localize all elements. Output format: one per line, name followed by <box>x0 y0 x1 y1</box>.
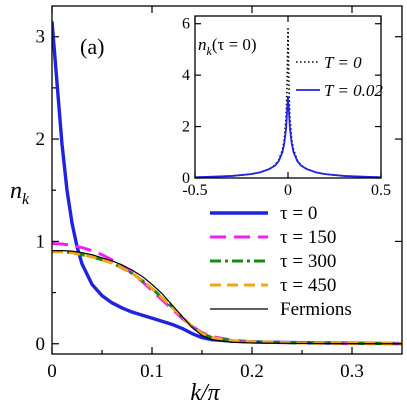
inset-legend: T = 0 T = 0.02 <box>296 53 383 100</box>
x-tick-label: 0.2 <box>240 361 264 382</box>
inset-y-tick-label: 6 <box>182 16 190 33</box>
y-tick-label: 3 <box>36 27 46 48</box>
y-tick-label: 2 <box>36 129 46 150</box>
x-tick-label: 0.1 <box>140 361 164 382</box>
inset-x-tick-label: 0.5 <box>371 182 391 199</box>
inset-x-tick-label: -0.5 <box>182 182 207 199</box>
y-axis-label: nk <box>10 178 30 208</box>
inset-legend-label: T = 0 <box>324 53 362 72</box>
main-series-line-5 <box>52 250 402 345</box>
inset-title-arg: (τ = 0) <box>212 35 257 54</box>
legend-label: τ = 150 <box>280 227 336 248</box>
legend-label: Fermions <box>280 299 352 320</box>
inset-y-tick-label: 4 <box>182 67 190 84</box>
main-series-line-4 <box>52 250 402 346</box>
y-axis-label-sub: k <box>22 191 30 208</box>
legend-label: τ = 300 <box>280 251 336 272</box>
panel-label: (a) <box>80 34 104 59</box>
x-tick-label: 0.3 <box>340 361 364 382</box>
x-tick-label: 0 <box>47 361 57 382</box>
inset-y-tick-label: 2 <box>182 119 190 136</box>
main-series-line-2 <box>52 241 402 346</box>
main-series-line-3 <box>52 250 402 346</box>
inset-title-k: k <box>207 44 213 58</box>
legend-label: τ = 0 <box>280 203 317 224</box>
main-legend: τ = 0 τ = 150 τ = 300 τ = 450 Fermions <box>210 203 352 320</box>
main-axis-ticks: 0 0.1 0.2 0.3 0 1 2 3 <box>36 6 402 382</box>
legend-label: τ = 450 <box>280 275 336 296</box>
inset-title: nk(τ = 0) <box>198 35 257 58</box>
y-axis-label-main: n <box>10 178 22 204</box>
inset-series-group <box>194 28 382 179</box>
inset-x-tick-label: 0 <box>284 182 292 199</box>
y-tick-label: 0 <box>36 334 46 355</box>
inset-series-line-2 <box>194 96 382 179</box>
main-plot-frame <box>51 5 403 355</box>
x-axis-label: k/π <box>190 380 220 406</box>
inset-title-n: n <box>198 35 207 54</box>
main-series-group <box>52 21 402 346</box>
y-tick-label: 1 <box>36 231 46 252</box>
inset-y-tick-label: 0 <box>182 170 190 187</box>
inset-legend-label: T = 0.02 <box>324 81 383 100</box>
